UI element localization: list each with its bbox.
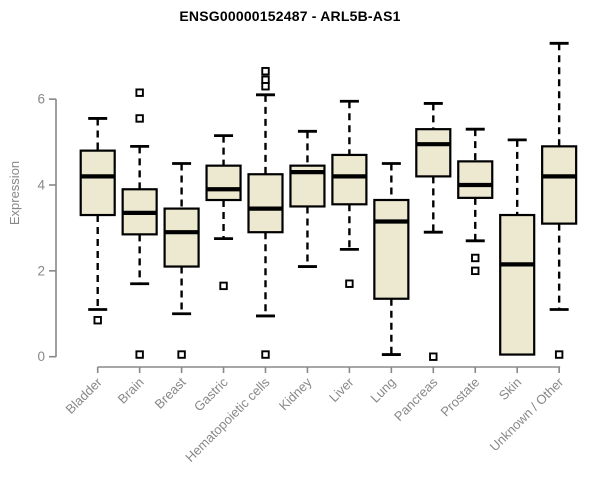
x-tick-label: Unknown / Other <box>487 374 567 454</box>
iqr-box <box>499 213 536 356</box>
x-tick-label: Bladder <box>63 374 106 417</box>
y-tick-label: 6 <box>37 92 45 107</box>
x-tick-label: Pancreas <box>391 374 441 424</box>
iqr-box <box>373 198 410 300</box>
iqr-box <box>541 145 578 225</box>
boxplot-unknown-other <box>541 41 578 359</box>
iqr-box <box>457 160 494 199</box>
outlier-point <box>261 82 270 91</box>
outlier-point <box>345 279 354 288</box>
x-tick-label: Gastric <box>191 374 231 414</box>
boxplot-breast <box>163 162 200 359</box>
chart-title: ENSG00000152487 - ARL5B-AS1 <box>179 8 401 24</box>
outlier-point <box>261 67 270 76</box>
iqr-box <box>205 164 242 202</box>
outlier-point <box>471 266 480 276</box>
boxplot-skin <box>499 138 536 356</box>
outlier-point <box>177 350 186 359</box>
boxplot-prostate <box>457 127 494 276</box>
x-tick-label: Breast <box>152 374 189 411</box>
outlier-point <box>554 350 564 359</box>
iqr-box <box>331 153 368 206</box>
outlier-point <box>135 350 144 359</box>
boxplot-bladder <box>79 117 116 325</box>
y-tick-label: 0 <box>37 349 45 364</box>
iqr-box <box>247 173 284 234</box>
x-tick-label: Kidney <box>276 374 315 413</box>
boxplot-kidney <box>289 129 326 268</box>
boxplot-pancreas <box>415 102 452 361</box>
boxplot-hematopoietic-cells <box>247 67 284 359</box>
iqr-box <box>163 207 200 268</box>
boxplot-gastric <box>205 134 242 291</box>
boxplot-brain <box>121 88 158 359</box>
outlier-point <box>93 316 102 325</box>
outlier-point <box>219 281 228 291</box>
boxplot-liver <box>331 99 368 288</box>
iqr-box <box>79 149 116 217</box>
x-tick-label: Lung <box>367 375 398 406</box>
x-tick-label: Brain <box>115 375 147 407</box>
y-tick-label: 2 <box>37 263 45 278</box>
outlier-point <box>471 253 480 263</box>
y-tick-label: 4 <box>37 177 45 192</box>
outlier-point <box>429 352 438 361</box>
x-tick-label: Skin <box>496 375 524 403</box>
outlier-point <box>261 350 270 359</box>
boxplot-lung <box>373 162 410 356</box>
outlier-point <box>135 88 144 97</box>
x-tick-label: Prostate <box>438 375 483 420</box>
x-tick-label: Liver <box>326 374 357 405</box>
iqr-box <box>415 128 452 178</box>
outlier-point <box>135 114 144 123</box>
